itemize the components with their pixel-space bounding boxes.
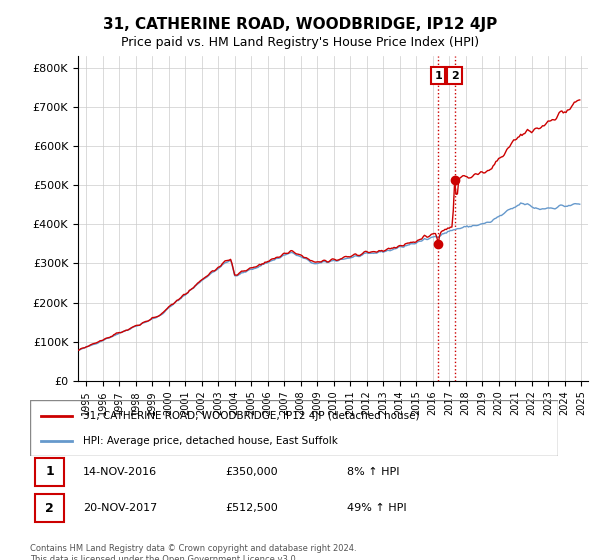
Text: 1: 1 [45, 465, 54, 478]
Text: 14-NOV-2016: 14-NOV-2016 [83, 467, 157, 477]
Text: 49% ↑ HPI: 49% ↑ HPI [347, 503, 406, 513]
Text: 8% ↑ HPI: 8% ↑ HPI [347, 467, 400, 477]
Text: £512,500: £512,500 [226, 503, 278, 513]
Text: 31, CATHERINE ROAD, WOODBRIDGE, IP12 4JP: 31, CATHERINE ROAD, WOODBRIDGE, IP12 4JP [103, 17, 497, 32]
Text: £350,000: £350,000 [226, 467, 278, 477]
Text: 31, CATHERINE ROAD, WOODBRIDGE, IP12 4JP (detached house): 31, CATHERINE ROAD, WOODBRIDGE, IP12 4JP… [83, 411, 419, 421]
Text: Contains HM Land Registry data © Crown copyright and database right 2024.
This d: Contains HM Land Registry data © Crown c… [30, 544, 356, 560]
Text: 2: 2 [45, 502, 54, 515]
Text: 2: 2 [451, 71, 458, 81]
Text: 20-NOV-2017: 20-NOV-2017 [83, 503, 157, 513]
Text: Price paid vs. HM Land Registry's House Price Index (HPI): Price paid vs. HM Land Registry's House … [121, 36, 479, 49]
Text: 1: 1 [434, 71, 442, 81]
Text: HPI: Average price, detached house, East Suffolk: HPI: Average price, detached house, East… [83, 436, 338, 446]
